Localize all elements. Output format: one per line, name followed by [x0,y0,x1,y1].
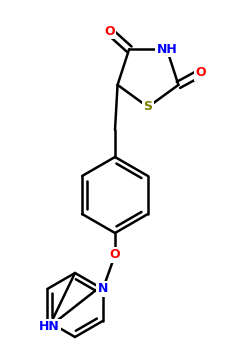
Text: O: O [110,248,120,261]
Text: N: N [98,282,108,295]
Text: NH: NH [156,43,177,56]
Text: S: S [144,100,152,113]
Text: HN: HN [38,321,60,334]
Text: O: O [195,66,206,79]
Text: O: O [104,25,115,37]
